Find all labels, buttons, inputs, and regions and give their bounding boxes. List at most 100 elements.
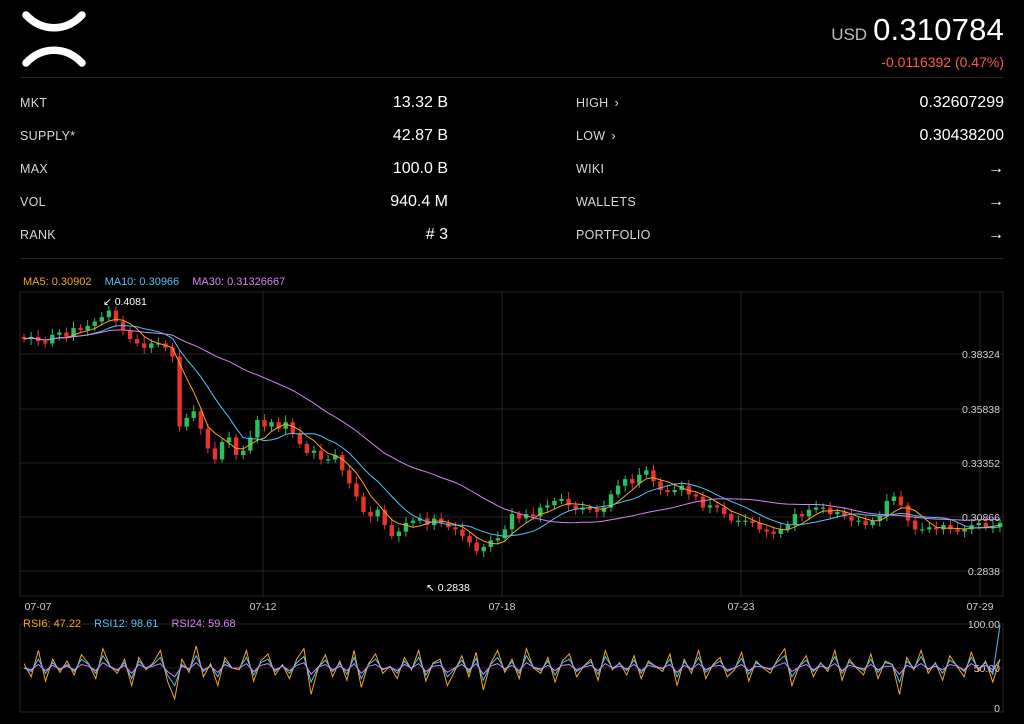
candle-body bbox=[177, 356, 182, 427]
stat-row-portfolio[interactable]: PORTFOLIO → bbox=[576, 218, 1004, 251]
candle-body bbox=[976, 522, 981, 526]
stat-label-text: LOW bbox=[576, 128, 606, 143]
candle-body bbox=[509, 514, 515, 530]
stat-value: 0.32607299 bbox=[919, 93, 1004, 111]
stat-label[interactable]: PORTFOLIO bbox=[576, 228, 651, 242]
candle-body bbox=[615, 485, 621, 495]
candle-body bbox=[184, 417, 189, 427]
candle-body bbox=[410, 520, 416, 523]
candle-body bbox=[806, 509, 812, 517]
candle-body bbox=[608, 494, 614, 508]
candle-body bbox=[375, 509, 380, 517]
candle-body bbox=[538, 507, 543, 517]
candle-body bbox=[446, 522, 451, 528]
stat-row-vol: VOL 940.4 M bbox=[20, 185, 448, 218]
candle-body bbox=[453, 527, 458, 530]
candle-body bbox=[113, 310, 119, 322]
candle-body bbox=[149, 343, 154, 348]
candle-body bbox=[771, 531, 776, 534]
candle-body bbox=[523, 514, 529, 519]
y-tick-label: 0.30866 bbox=[962, 512, 1000, 524]
rsi24-line bbox=[23, 659, 1001, 678]
candle-body bbox=[318, 450, 324, 460]
candle-body bbox=[820, 507, 826, 509]
candle-body bbox=[637, 474, 642, 484]
candle-body bbox=[721, 507, 727, 515]
x-tick-label: 07-29 bbox=[967, 601, 994, 613]
candle-body bbox=[340, 455, 345, 471]
ma30-line bbox=[23, 329, 1000, 524]
stat-label-text: HIGH bbox=[576, 95, 609, 110]
candle-body bbox=[884, 500, 890, 517]
stat-row-wallets[interactable]: WALLETS → bbox=[576, 185, 1004, 218]
stat-label[interactable]: WIKI bbox=[576, 162, 604, 176]
candle-body bbox=[828, 507, 833, 515]
candle-body bbox=[693, 494, 699, 497]
stat-label: SUPPLY* bbox=[20, 128, 76, 143]
stat-label[interactable]: HIGH › bbox=[576, 95, 619, 110]
candle-body bbox=[198, 411, 204, 429]
candle-body bbox=[35, 336, 41, 342]
candle-body bbox=[792, 514, 798, 526]
candle-body bbox=[778, 529, 783, 534]
candle-body bbox=[594, 509, 600, 512]
chart-frame bbox=[19, 291, 1004, 597]
arrow-right-icon[interactable]: → bbox=[988, 192, 1004, 210]
candle-body bbox=[233, 437, 239, 456]
candle-body bbox=[750, 520, 755, 523]
stat-label-text: PORTFOLIO bbox=[576, 227, 651, 242]
candle-body bbox=[276, 422, 281, 429]
stat-row-wiki[interactable]: WIKI → bbox=[576, 152, 1004, 185]
stat-label: MKT bbox=[20, 95, 48, 110]
candle-body bbox=[948, 525, 953, 530]
candle-body bbox=[736, 520, 741, 522]
candle-body bbox=[686, 485, 692, 495]
stat-label: RANK bbox=[20, 227, 56, 242]
candle-body bbox=[566, 498, 571, 506]
candle-body bbox=[488, 540, 493, 547]
stat-label-text: WALLETS bbox=[576, 194, 636, 209]
rsi-tick-label: 0 bbox=[994, 703, 1000, 715]
rsi-legend: RSI6: 47.22 RSI12: 98.61 RSI24: 59.68 bbox=[23, 618, 246, 630]
candle-body bbox=[552, 500, 557, 506]
candle-body bbox=[417, 518, 423, 521]
candle-body bbox=[142, 343, 147, 348]
stat-label[interactable]: WALLETS bbox=[576, 195, 636, 209]
candle-body bbox=[813, 507, 819, 510]
candle-body bbox=[297, 433, 303, 445]
candle-body bbox=[57, 332, 62, 335]
stat-label[interactable]: LOW › bbox=[576, 128, 616, 143]
candle-body bbox=[920, 529, 925, 531]
candle-body bbox=[212, 448, 218, 460]
candle-body bbox=[85, 325, 90, 331]
candle-body bbox=[679, 485, 684, 491]
stats-divider bbox=[20, 258, 1004, 259]
candle-body bbox=[502, 529, 508, 539]
candle-body bbox=[368, 511, 373, 517]
candle-body bbox=[962, 529, 967, 532]
arrow-right-icon[interactable]: → bbox=[988, 225, 1004, 243]
candle-body bbox=[898, 496, 904, 506]
candle-body bbox=[849, 516, 854, 521]
arrow-right-icon[interactable]: → bbox=[988, 159, 1004, 177]
min-price-annotation: ↖ 0.2838 bbox=[426, 582, 470, 594]
stat-value: # 3 bbox=[425, 225, 448, 243]
xrp-logo-icon bbox=[22, 11, 86, 67]
candle-body bbox=[601, 507, 607, 512]
stat-value: 42.87 B bbox=[392, 126, 448, 144]
ma30-label: MA30: 0.31326667 bbox=[192, 276, 286, 288]
ma5-line bbox=[23, 318, 1001, 545]
candle-body bbox=[495, 538, 501, 541]
candle-body bbox=[700, 496, 706, 508]
chevron-right-icon: › bbox=[611, 128, 617, 143]
y-tick-label: 0.35838 bbox=[962, 404, 1000, 416]
chevron-right-icon: › bbox=[614, 95, 620, 110]
candle-body bbox=[205, 428, 211, 449]
stat-label: MAX bbox=[20, 161, 48, 176]
stat-row-max: MAX 100.0 B bbox=[20, 152, 448, 185]
candle-body bbox=[28, 336, 34, 340]
y-tick-label: 0.33352 bbox=[962, 458, 1000, 470]
stat-row-high[interactable]: HIGH › 0.32607299 bbox=[576, 86, 1004, 119]
stat-row-low[interactable]: LOW › 0.30438200 bbox=[576, 119, 1004, 152]
candle-body bbox=[835, 511, 840, 515]
